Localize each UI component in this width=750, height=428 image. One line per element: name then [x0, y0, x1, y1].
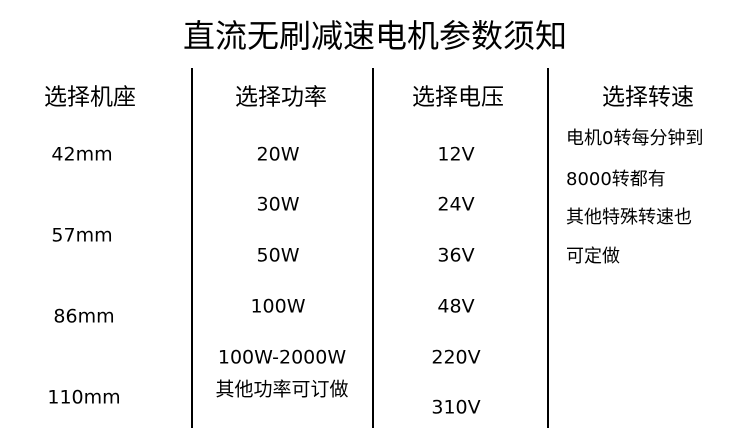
voltage-value: 310V	[431, 396, 481, 419]
power-value: 20W	[256, 143, 300, 166]
speed-header: 选择转速	[602, 84, 694, 111]
speed-note-line: 可定做	[566, 246, 620, 267]
page-title: 直流无刷减速电机参数须知	[182, 17, 568, 55]
frame-size-value: 110mm	[47, 386, 121, 409]
voltage-header: 选择电压	[412, 84, 504, 111]
voltage-value: 220V	[431, 346, 481, 369]
voltage-value: 48V	[437, 295, 475, 318]
frame-size-value: 42mm	[51, 143, 113, 166]
voltage-value: 36V	[437, 244, 475, 267]
frame-size-value: 86mm	[53, 305, 115, 328]
power-value: 30W	[256, 193, 300, 216]
speed-note-line: 电机0转每分钟到	[566, 128, 704, 149]
column-divider	[191, 68, 193, 428]
power-value: 100W-2000W	[217, 346, 347, 369]
frame-size-header: 选择机座	[44, 84, 136, 111]
frame-size-value: 57mm	[51, 224, 113, 247]
voltage-value: 24V	[437, 193, 475, 216]
power-value: 100W	[250, 295, 306, 318]
column-divider	[547, 68, 549, 428]
power-header: 选择功率	[235, 84, 327, 111]
speed-note-line: 其他特殊转速也	[566, 207, 692, 228]
power-custom-note: 其他功率可订做	[215, 378, 349, 401]
column-divider	[372, 68, 374, 428]
power-value: 50W	[256, 244, 300, 267]
speed-note-line: 8000转都有	[566, 169, 666, 190]
voltage-value: 12V	[437, 143, 475, 166]
